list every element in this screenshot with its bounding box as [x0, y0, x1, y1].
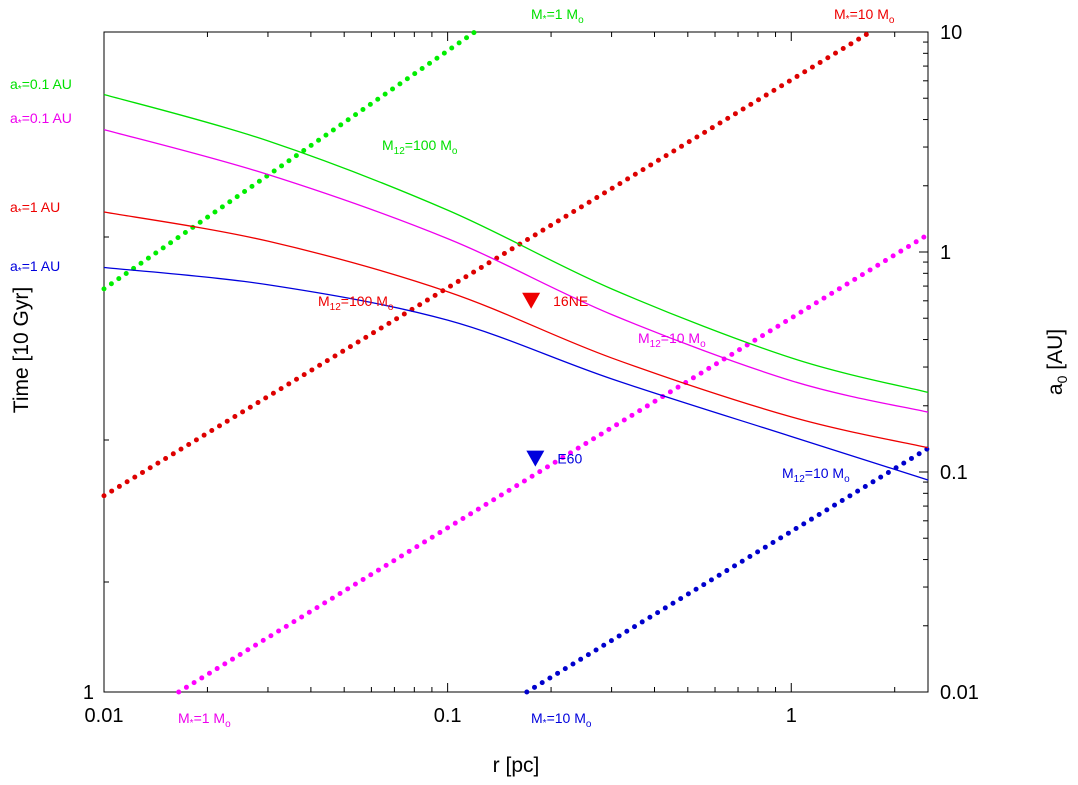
solid-curve-3 — [103, 266, 929, 481]
annotation-red-m12: M12=100 Mo — [318, 293, 394, 313]
dotted-line-3 — [524, 445, 931, 695]
marker-label-16NE: 16NE — [553, 293, 588, 309]
dotted-line-0 — [101, 29, 478, 292]
axis-ticks — [103, 31, 928, 693]
marker-E60 — [526, 450, 545, 467]
dotted-lines — [101, 29, 931, 695]
dotted-line-1 — [101, 29, 873, 499]
x-tick-label: 1 — [786, 705, 797, 727]
annotation-magenta-m12: M12=10 Mo — [638, 330, 706, 350]
x-axis-title: r [pc] — [493, 754, 540, 777]
x-tick-label: 0.1 — [434, 705, 462, 727]
solid-curve-0 — [103, 93, 929, 394]
annotation-red-mstar: M*=10 Mo — [834, 6, 895, 26]
solid-curves — [103, 93, 929, 481]
annotation-blue-mstar: M*=10 Mo — [531, 710, 592, 730]
left-y-tick-label: 1 — [83, 682, 94, 704]
annotation-red-astar: a*=1 AU — [10, 199, 60, 218]
right-y-axis-title: a0 [AU] — [1044, 329, 1070, 395]
marker-label-E60: E60 — [557, 451, 582, 467]
x-tick-label: 0.01 — [85, 705, 124, 727]
annotation-blue-m12: M12=10 Mo — [782, 465, 850, 485]
marker-16NE — [522, 292, 541, 309]
dotted-line-2 — [176, 232, 931, 695]
right-y-tick-label: 0.1 — [940, 462, 968, 484]
curve-annotations: a*=0.1 AU a*=0.1 AU a*=1 AU a*=1 AU M12=… — [10, 6, 895, 730]
right-y-tick-label: 10 — [940, 22, 962, 44]
solid-curve-1 — [103, 128, 929, 413]
solid-curve-2 — [103, 211, 929, 449]
annotation-blue-astar: a*=1 AU — [10, 258, 60, 277]
annotation-green-astar: a*=0.1 AU — [10, 76, 72, 95]
right-y-tick-label: 0.01 — [940, 682, 979, 704]
markers: 16NE E60 — [522, 292, 588, 467]
annotation-magenta-astar: a*=0.1 AU — [10, 110, 72, 129]
plot-frame — [103, 31, 929, 693]
right-y-tick-label: 1 — [940, 242, 951, 264]
annotation-green-m12: M12=100 Mo — [382, 137, 458, 157]
annotation-magenta-mstar: M*=1 Mo — [178, 710, 231, 730]
left-y-axis-title: Time [10 Gyr] — [10, 287, 33, 413]
annotation-green-mstar: M*=1 Mo — [531, 6, 584, 26]
